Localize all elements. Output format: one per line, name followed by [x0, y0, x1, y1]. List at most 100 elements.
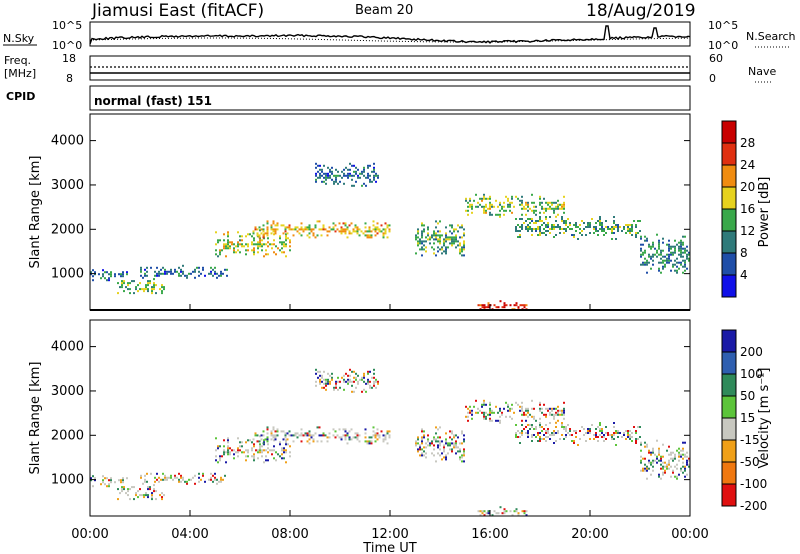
velocity-cell	[302, 434, 305, 437]
power-cell	[151, 290, 153, 293]
velocity-cell	[271, 449, 273, 452]
power-cell	[449, 224, 451, 227]
power-cell	[686, 267, 688, 270]
power-cell	[368, 230, 371, 233]
power-cell	[579, 232, 581, 234]
power-cell	[227, 247, 229, 250]
velocity-cell	[489, 419, 491, 422]
power-cell	[162, 272, 164, 275]
power-cell	[678, 245, 680, 248]
velocity-cell	[217, 447, 219, 450]
velocity-cell	[351, 384, 353, 387]
velocity-cell	[239, 445, 241, 448]
velocity-cell	[257, 457, 259, 460]
power-cell	[247, 233, 249, 236]
power-cell	[417, 232, 419, 235]
velocity-cell	[355, 372, 357, 375]
power-cell	[368, 234, 371, 237]
velocity-cell	[648, 459, 650, 462]
power-cell	[229, 241, 231, 244]
velocity-cell	[328, 432, 331, 435]
velocity-cell	[281, 447, 283, 450]
velocity-cell	[237, 447, 239, 450]
velocity-cell	[599, 424, 601, 426]
power-cell	[439, 238, 441, 241]
power-cell	[341, 170, 343, 173]
velocity-cell	[241, 451, 243, 454]
range-tick-label: 1000	[51, 473, 84, 488]
power-cell	[358, 228, 361, 231]
velocity-cell	[603, 436, 605, 438]
velocity-cell	[569, 428, 571, 430]
power-cell	[569, 224, 571, 226]
power-cell	[493, 205, 495, 208]
velocity-cell	[457, 450, 459, 453]
velocity-cell	[129, 488, 131, 491]
power-cell	[279, 237, 281, 240]
power-cell	[319, 172, 321, 175]
power-cell	[686, 257, 688, 260]
power-cell	[652, 241, 654, 244]
velocity-cell	[371, 386, 373, 389]
velocity-cell	[459, 448, 461, 451]
power-cell	[233, 247, 235, 250]
velocity-cell	[553, 415, 555, 418]
power-cell	[555, 201, 557, 204]
power-cell	[253, 243, 255, 246]
colorbar-tick-label: 4	[740, 268, 748, 282]
velocity-cell	[662, 455, 664, 458]
power-cell	[372, 228, 375, 231]
velocity-cell	[447, 452, 449, 455]
velocity-cell	[527, 432, 529, 434]
power-cell	[640, 263, 642, 266]
power-cell	[658, 241, 660, 244]
power-cell	[315, 166, 317, 169]
power-cell	[361, 172, 363, 175]
velocity-cell	[372, 426, 375, 429]
velocity-cell	[686, 451, 688, 454]
power-cell	[253, 251, 255, 254]
velocity-cell	[366, 442, 369, 445]
power-cell	[252, 232, 255, 235]
power-cell	[521, 195, 523, 198]
velocity-cell	[304, 434, 307, 437]
power-cell	[298, 228, 301, 231]
power-cell	[271, 247, 273, 250]
power-cell	[227, 239, 229, 242]
power-cell	[215, 231, 217, 234]
velocity-cell	[483, 413, 485, 416]
velocity-cell	[122, 479, 124, 482]
velocity-cell	[270, 432, 273, 435]
velocity-cell	[227, 439, 229, 442]
velocity-cell	[617, 430, 619, 432]
velocity-cell	[227, 451, 229, 454]
power-cell	[369, 180, 371, 183]
power-cell	[656, 249, 658, 252]
velocity-cell	[423, 434, 425, 437]
power-cell	[267, 237, 269, 240]
velocity-cell	[245, 441, 247, 444]
power-cell	[539, 201, 541, 204]
power-cell	[489, 213, 491, 216]
velocity-cell	[259, 443, 261, 446]
power-cell	[227, 245, 229, 248]
power-cell	[527, 203, 529, 206]
velocity-cell	[223, 449, 225, 452]
power-cell	[609, 228, 611, 230]
velocity-cell	[370, 442, 373, 445]
velocity-cell	[463, 460, 465, 463]
power-cell	[437, 222, 439, 225]
power-cell	[327, 172, 329, 175]
power-cell	[331, 166, 333, 169]
velocity-cell	[648, 461, 650, 464]
power-cell	[123, 290, 125, 293]
power-cell	[541, 207, 543, 210]
power-cell	[481, 197, 483, 200]
velocity-cell	[648, 467, 650, 470]
time-tick-label: 00:00	[671, 527, 708, 542]
velocity-cell	[347, 380, 349, 383]
velocity-cell	[545, 432, 547, 434]
power-cell	[441, 246, 443, 249]
power-cell	[200, 272, 202, 275]
power-cell	[571, 228, 573, 230]
